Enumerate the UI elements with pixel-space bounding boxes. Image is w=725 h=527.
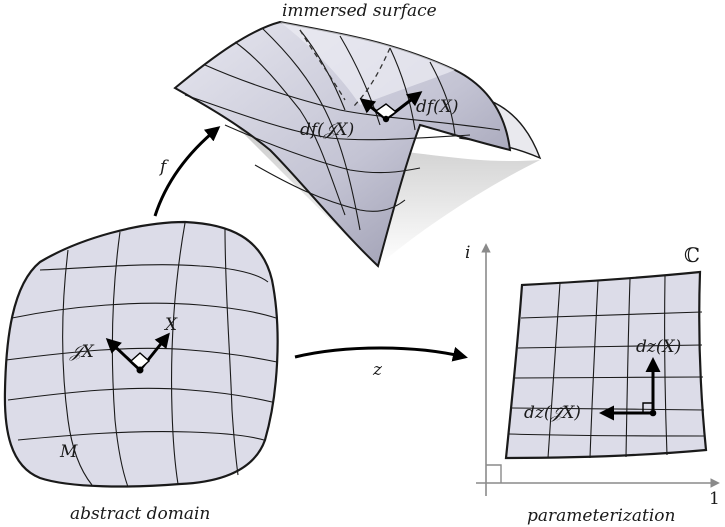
surface-highlight bbox=[280, 22, 455, 105]
dz-base-point bbox=[649, 409, 657, 417]
dz-right-angle-marker bbox=[642, 402, 653, 413]
parameterization-caption: parameterization bbox=[527, 506, 675, 526]
surface-grid bbox=[184, 27, 501, 231]
map-f-label: f bbox=[158, 157, 169, 177]
X-label: X bbox=[163, 315, 178, 335]
domain-M-label: M bbox=[59, 442, 78, 462]
immersed-surface-group: df(X) df(𝒥X) bbox=[173, 20, 542, 268]
map-z-label: z bbox=[372, 360, 383, 380]
abstract-domain-caption: abstract domain bbox=[70, 504, 210, 524]
axis-one-label: 1 bbox=[709, 489, 720, 509]
domain-grid bbox=[5, 222, 278, 488]
origin-right-angle bbox=[486, 464, 502, 483]
image-patch bbox=[504, 270, 708, 460]
X-right-angle-marker bbox=[129, 352, 151, 370]
df-right-angle-marker bbox=[374, 103, 398, 120]
abstract-domain-group: X 𝒥X M bbox=[3, 220, 279, 488]
df-base-point bbox=[382, 115, 390, 123]
JX-label: 𝒥X bbox=[69, 342, 95, 362]
map-z-arrow bbox=[294, 346, 468, 362]
surface-sheet bbox=[173, 20, 512, 268]
image-grid bbox=[508, 275, 706, 459]
dz-X-label: dz(X) bbox=[636, 337, 681, 357]
parameterization-group: i 1 ℂ dz(X) dz(𝒥X) bbox=[465, 243, 720, 509]
map-f-arrow bbox=[153, 126, 221, 217]
immersed-surface-caption: immersed surface bbox=[282, 1, 437, 21]
surface-dashed-fold bbox=[299, 29, 391, 109]
df-JX-label: df(𝒥X) bbox=[300, 120, 354, 140]
complex-plane-label: ℂ bbox=[684, 243, 700, 267]
X-base-point bbox=[136, 366, 144, 374]
dz-JX-label: dz(𝒥X) bbox=[524, 403, 581, 423]
axis-i-label: i bbox=[465, 243, 470, 263]
df-X-label: df(X) bbox=[416, 97, 459, 117]
